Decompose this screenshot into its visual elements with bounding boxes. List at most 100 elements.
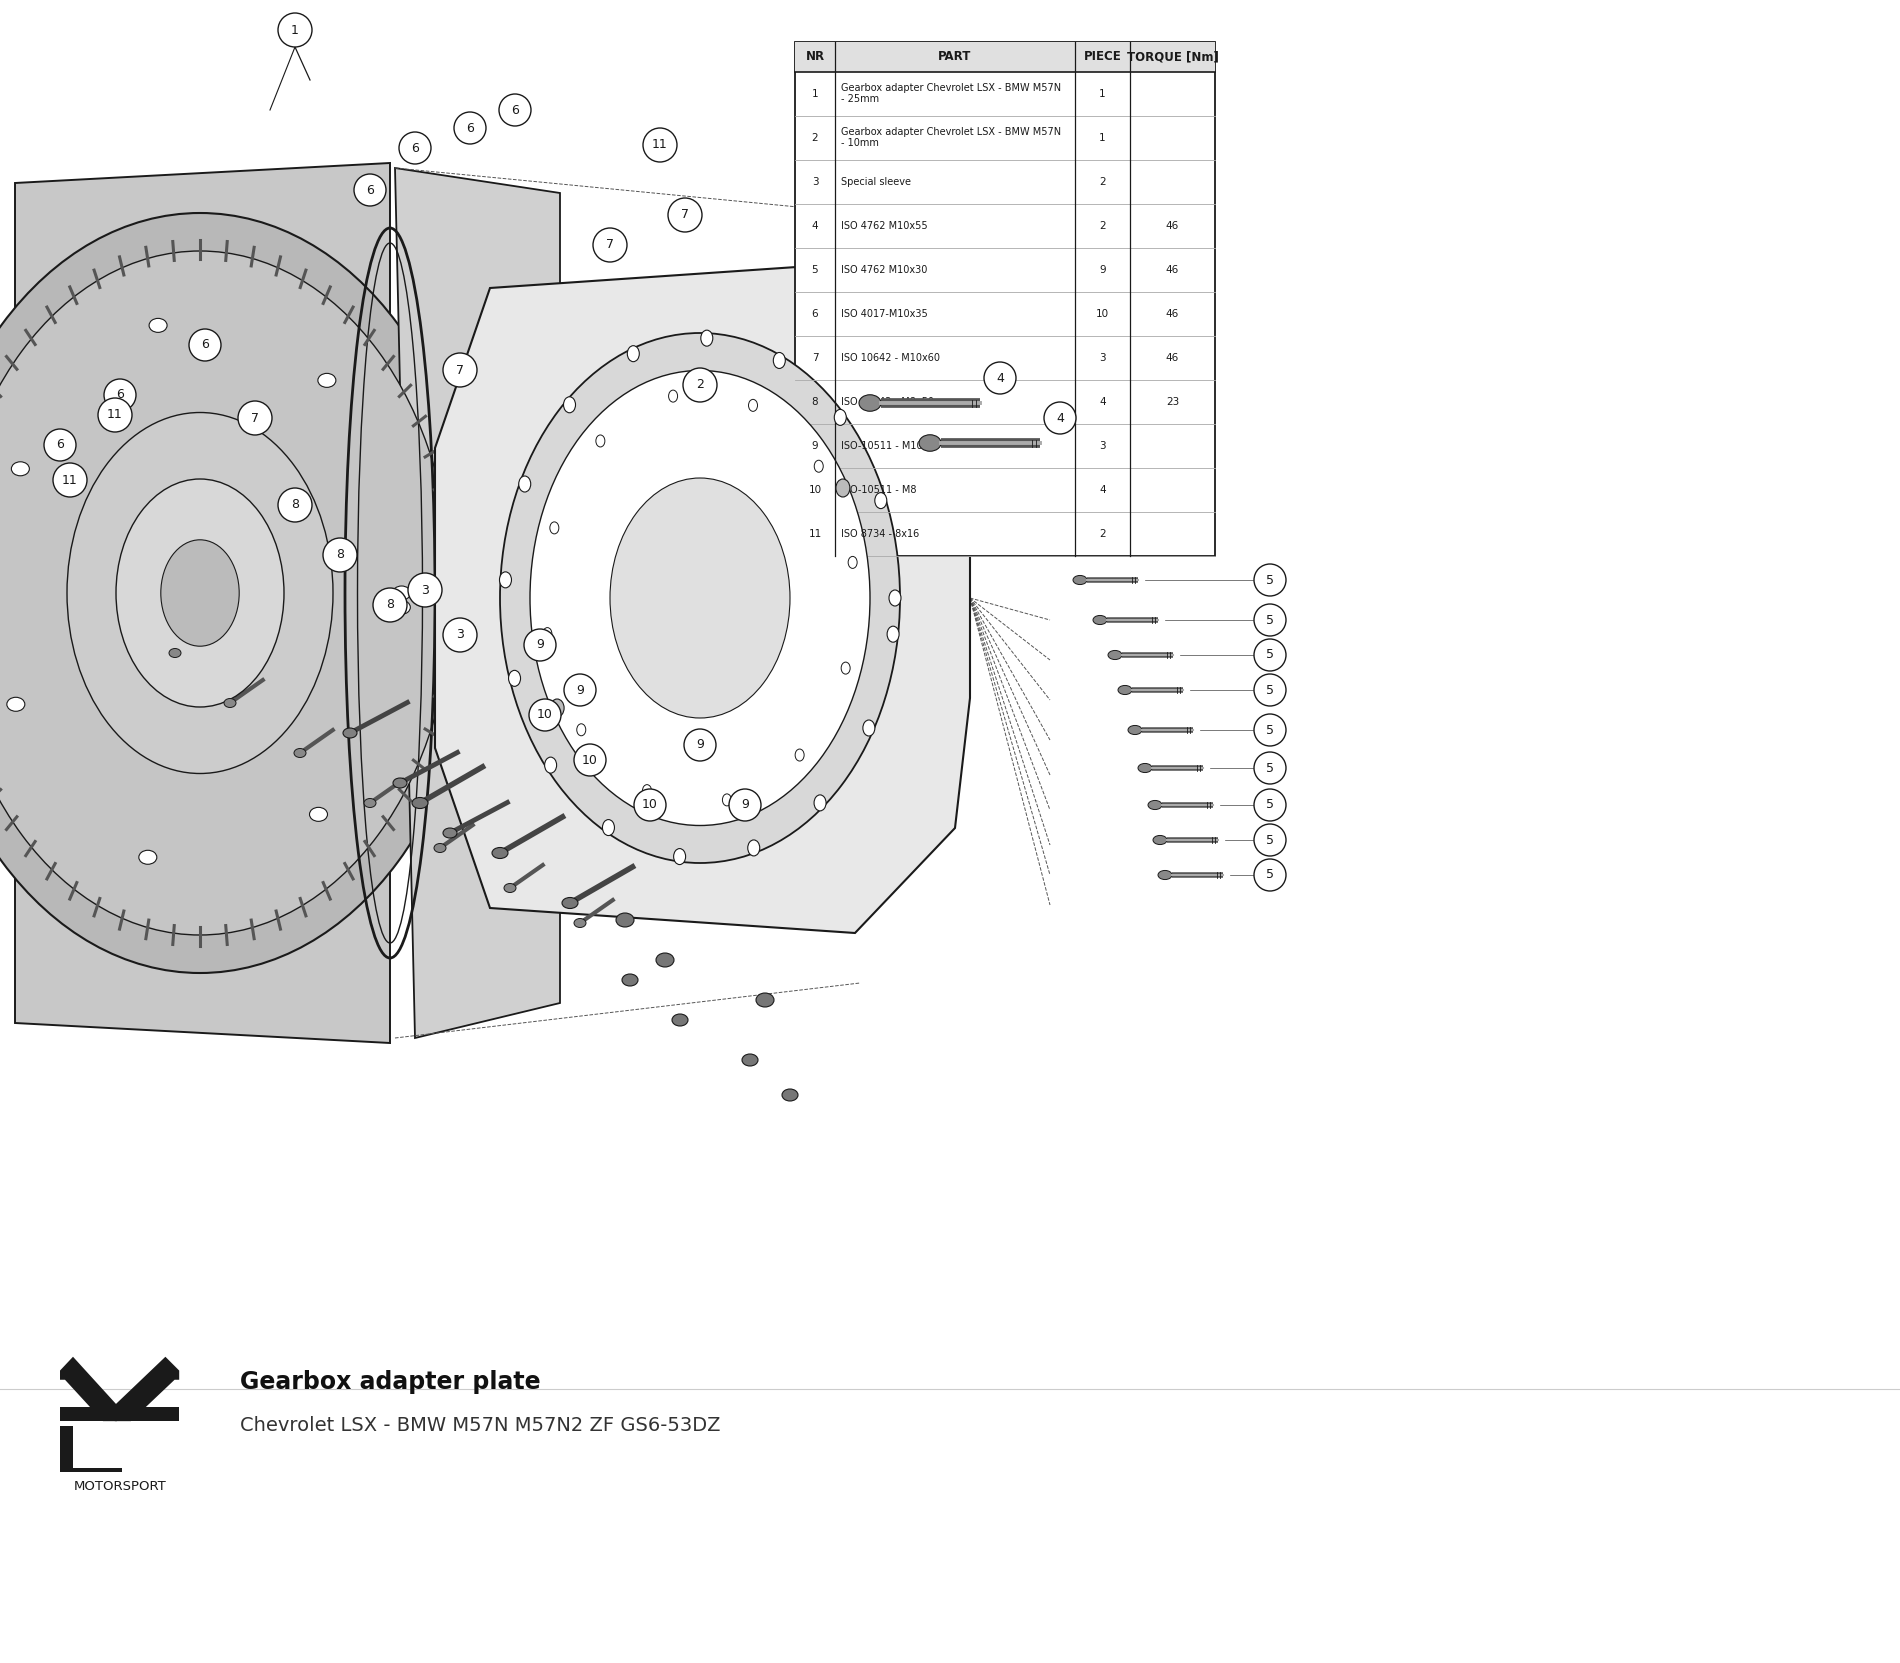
Text: 46: 46 [1167,264,1180,274]
Ellipse shape [543,627,551,640]
Text: 4: 4 [1100,484,1106,494]
Circle shape [399,131,431,165]
Polygon shape [61,1357,118,1422]
Text: MOTORSPORT: MOTORSPORT [74,1480,167,1493]
Ellipse shape [433,843,446,853]
Text: 3: 3 [1100,353,1106,363]
Ellipse shape [773,353,785,369]
Text: 10: 10 [642,798,657,812]
Circle shape [500,95,530,126]
Ellipse shape [597,436,604,447]
Text: ISO 4762 M10x55: ISO 4762 M10x55 [842,221,927,231]
Text: 10: 10 [808,484,821,494]
Ellipse shape [393,585,410,600]
Ellipse shape [574,918,585,928]
Circle shape [188,329,220,361]
Circle shape [1254,860,1286,891]
Text: 2: 2 [1100,221,1106,231]
Ellipse shape [743,1054,758,1066]
Text: 9: 9 [695,738,703,752]
Text: 10: 10 [1096,309,1110,319]
Polygon shape [61,1425,122,1472]
Circle shape [682,368,716,402]
Ellipse shape [310,807,327,822]
Ellipse shape [1108,650,1123,660]
Text: 6: 6 [201,339,209,351]
Ellipse shape [1129,725,1142,735]
Text: 7: 7 [811,353,819,363]
Ellipse shape [1153,835,1167,845]
Ellipse shape [627,346,638,361]
Text: 5: 5 [1265,798,1275,812]
Polygon shape [114,1357,179,1422]
Ellipse shape [530,371,870,825]
Ellipse shape [674,848,686,865]
Text: Gearbox adapter plate: Gearbox adapter plate [239,1370,542,1394]
Text: 6: 6 [116,389,124,401]
Text: 6: 6 [367,183,374,196]
Ellipse shape [610,477,790,718]
Circle shape [238,401,272,436]
Text: Gearbox adapter Chevrolet LSX - BMW M57N
- 25mm: Gearbox adapter Chevrolet LSX - BMW M57N… [842,83,1060,105]
Ellipse shape [504,883,517,893]
Ellipse shape [0,213,481,973]
Circle shape [1043,402,1075,434]
Text: 11: 11 [106,409,124,421]
Text: PIECE: PIECE [1083,50,1121,63]
Ellipse shape [412,798,428,808]
Ellipse shape [669,391,678,402]
Text: 1: 1 [1100,133,1106,143]
Ellipse shape [756,993,773,1008]
Ellipse shape [783,1089,798,1101]
Ellipse shape [564,397,576,412]
Ellipse shape [443,828,458,838]
Text: 23: 23 [1167,396,1180,406]
Text: PART: PART [939,50,971,63]
Text: 7: 7 [251,411,258,424]
Ellipse shape [842,662,849,674]
Text: 11: 11 [808,529,821,539]
Circle shape [669,198,701,233]
Text: 5: 5 [811,264,819,274]
Text: 5: 5 [1265,723,1275,737]
Circle shape [454,111,486,145]
Text: 5: 5 [1265,649,1275,662]
Text: 7: 7 [456,364,464,376]
Text: 1: 1 [291,23,298,37]
Ellipse shape [874,492,887,509]
Text: 6: 6 [466,121,473,135]
Text: 7: 7 [680,208,690,221]
Ellipse shape [562,898,578,908]
Ellipse shape [393,778,407,788]
Circle shape [528,698,560,732]
Text: 1: 1 [1100,88,1106,98]
Ellipse shape [602,820,614,835]
Text: 2: 2 [811,133,819,143]
Bar [794,42,1214,72]
Ellipse shape [116,479,283,707]
Ellipse shape [656,953,674,966]
Ellipse shape [616,913,635,926]
Text: 6: 6 [410,141,418,155]
Ellipse shape [859,394,882,411]
Text: ISO-10511 - M10: ISO-10511 - M10 [842,441,923,451]
Ellipse shape [749,399,758,411]
Text: TORQUE [Nm]: TORQUE [Nm] [1127,50,1218,63]
Text: 10: 10 [581,753,598,767]
Ellipse shape [224,698,236,707]
Circle shape [443,619,477,652]
Ellipse shape [813,795,826,812]
Circle shape [1254,713,1286,747]
Circle shape [1254,752,1286,783]
Text: 46: 46 [1167,309,1180,319]
Ellipse shape [509,670,521,687]
Text: 1: 1 [811,88,819,98]
Circle shape [1254,639,1286,670]
Text: 2: 2 [1100,176,1106,186]
Text: ISO 4762 M10x30: ISO 4762 M10x30 [842,264,927,274]
Ellipse shape [701,331,712,346]
Text: 9: 9 [741,798,749,812]
Circle shape [642,128,676,161]
Ellipse shape [642,785,652,797]
Ellipse shape [344,728,357,738]
